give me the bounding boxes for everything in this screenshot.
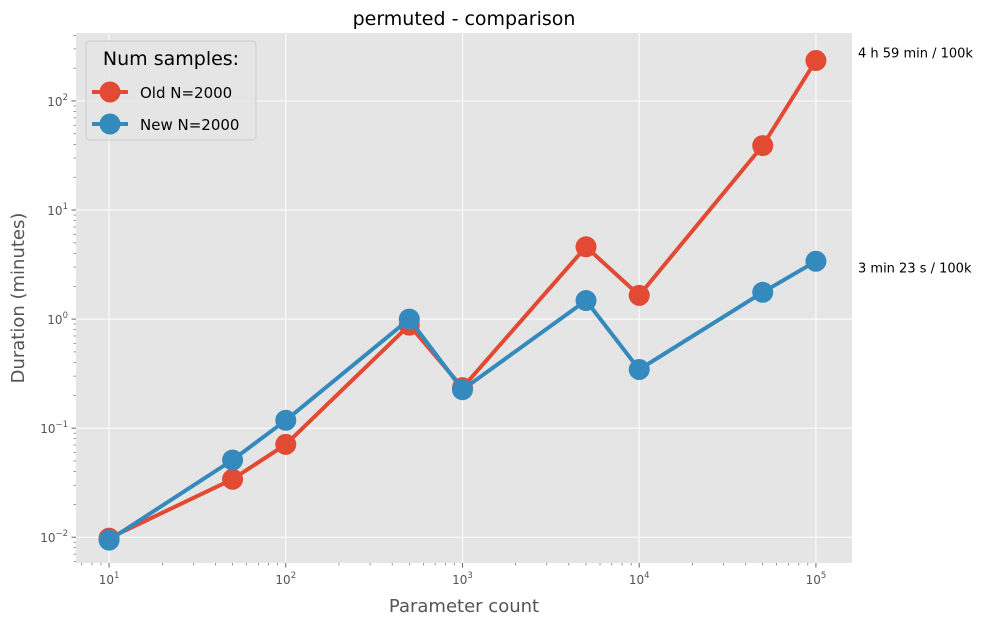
data-point <box>98 529 120 551</box>
x-tick-label: 102 <box>275 571 296 587</box>
data-point <box>398 308 420 330</box>
data-point <box>752 281 774 303</box>
series-layer <box>98 50 827 551</box>
chart-title: permuted - comparison <box>353 8 576 30</box>
legend-marker <box>99 81 121 103</box>
y-tick-label: 102 <box>47 93 68 109</box>
x-tick-label: 104 <box>629 571 650 587</box>
grid <box>76 33 852 563</box>
data-point <box>222 468 244 490</box>
ticks: 101 102 103 104 105 10−2 10−1 100 101 102 <box>40 35 826 587</box>
data-point <box>275 409 297 431</box>
legend-marker <box>99 113 121 135</box>
annotation-label: 4 h 59 min / 100k <box>858 47 973 62</box>
legend-box <box>85 40 257 141</box>
annotation-label: 3 min 23 s / 100k <box>858 261 972 276</box>
legend-label: New N=2000 <box>140 116 239 134</box>
data-point <box>222 449 244 471</box>
x-tick-label: 103 <box>452 571 473 587</box>
y-tick-label: 10−1 <box>40 420 68 436</box>
y-tick-label: 100 <box>47 311 68 327</box>
data-point <box>451 379 473 401</box>
y-tick-label: 10−2 <box>40 529 68 545</box>
legend-label: Old N=2000 <box>140 84 232 102</box>
data-point <box>628 284 650 306</box>
data-point <box>628 358 650 380</box>
x-tick-label: 105 <box>806 571 827 587</box>
data-point <box>805 50 827 72</box>
legend-title: Num samples: <box>103 48 239 70</box>
x-tick-label: 101 <box>99 571 120 587</box>
annotations: 4 h 59 min / 100k 3 min 23 s / 100k <box>858 47 973 277</box>
y-axis-label: Duration (minutes) <box>8 213 29 384</box>
data-point <box>575 290 597 312</box>
x-axis-label: Parameter count <box>389 596 539 617</box>
data-point <box>752 135 774 157</box>
y-tick-label: 101 <box>47 202 68 218</box>
data-point <box>275 433 297 455</box>
legend: Num samples: Old N=2000 New N=2000 <box>85 40 257 141</box>
data-point <box>575 236 597 258</box>
series-2 <box>98 250 827 551</box>
data-point <box>805 250 827 272</box>
